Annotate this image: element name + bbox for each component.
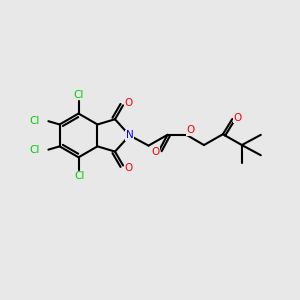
Text: O: O: [152, 147, 160, 157]
Text: Cl: Cl: [30, 145, 40, 155]
Text: N: N: [126, 130, 134, 140]
Text: Cl: Cl: [74, 90, 84, 100]
Text: O: O: [187, 125, 195, 136]
Text: O: O: [124, 163, 132, 173]
Text: O: O: [233, 112, 242, 123]
Text: O: O: [124, 98, 132, 108]
Text: Cl: Cl: [30, 116, 40, 126]
Text: Cl: Cl: [75, 171, 85, 181]
